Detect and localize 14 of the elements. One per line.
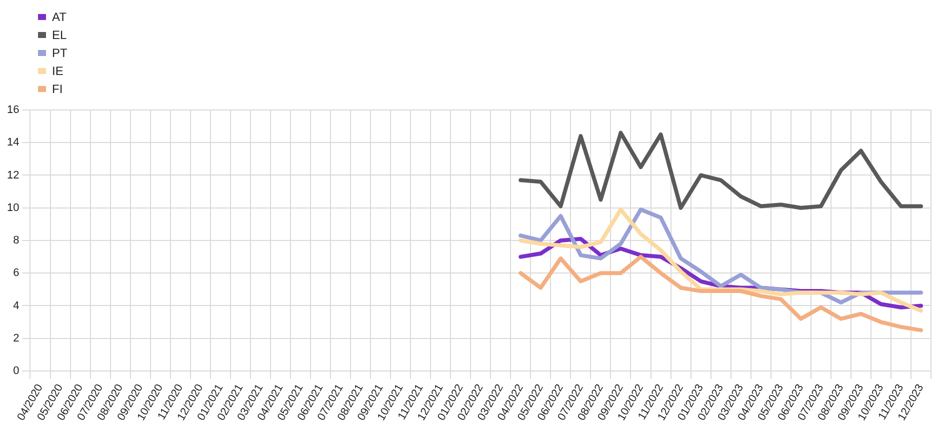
legend-label: FI: [52, 82, 63, 96]
y-tick-label: 14: [6, 136, 20, 149]
legend-label: IE: [52, 64, 64, 78]
y-tick-label: 12: [6, 169, 20, 182]
y-tick-label: 0: [13, 364, 20, 377]
y-tick-label: 2: [13, 332, 20, 344]
legend-label: AT: [52, 10, 66, 24]
y-tick-label: 8: [13, 234, 20, 247]
legend-label: PT: [52, 46, 68, 60]
y-tick-label: 10: [6, 202, 20, 214]
y-tick-label: 16: [6, 104, 20, 116]
legend-label: EL: [52, 28, 67, 42]
y-tick-label: 4: [13, 300, 20, 312]
y-tick-label: 6: [13, 267, 20, 280]
